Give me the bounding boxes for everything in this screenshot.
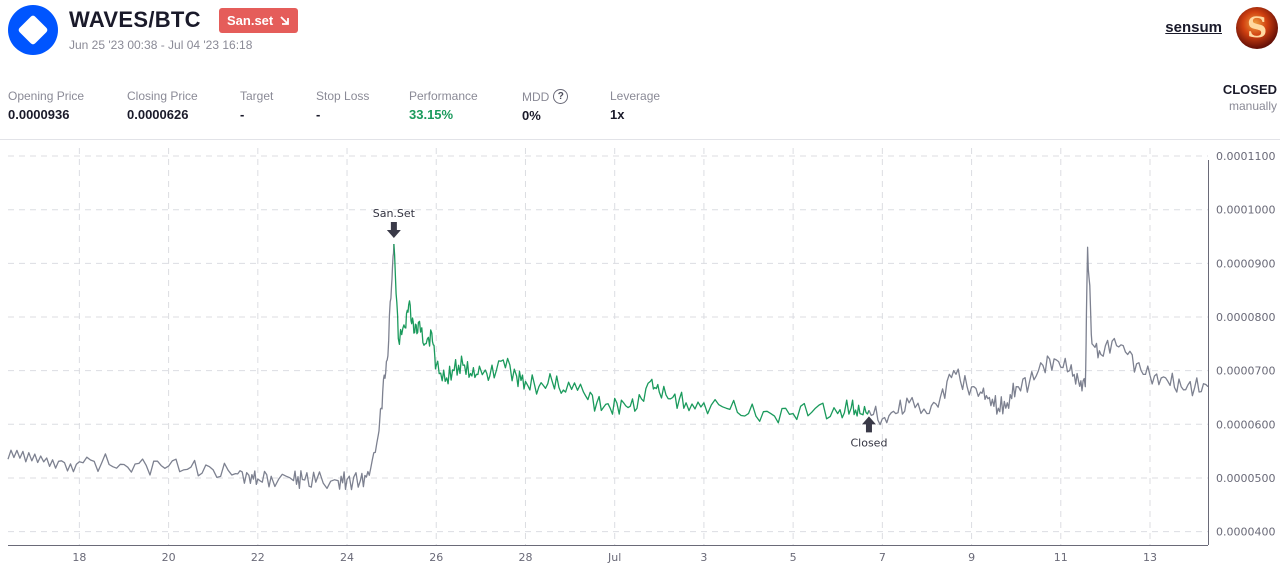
stat-opening-price: Opening Price 0.0000936 bbox=[8, 89, 84, 122]
x-tick-label: 11 bbox=[1054, 551, 1068, 564]
badge-label: San.set bbox=[227, 13, 274, 28]
stat-value: 0.0000936 bbox=[8, 107, 70, 122]
chart-markers: San.Set Closed bbox=[373, 207, 888, 449]
stat-label: MDD bbox=[522, 89, 550, 104]
username-link[interactable]: sensum bbox=[1165, 19, 1222, 36]
x-tick-label: 18 bbox=[72, 551, 86, 564]
x-tick-label: 22 bbox=[251, 551, 265, 564]
marker-label: Closed bbox=[850, 436, 887, 449]
pair-title: WAVES/BTC bbox=[69, 7, 201, 32]
stat-value: - bbox=[316, 107, 321, 122]
y-tick-label: 0.0000500 bbox=[1216, 472, 1276, 485]
y-tick-label: 0.0001100 bbox=[1216, 150, 1276, 163]
stat-label: Performance bbox=[409, 89, 478, 103]
stat-label: Stop Loss bbox=[316, 89, 370, 103]
arrow-down-right-icon bbox=[280, 16, 290, 25]
arrow-down-icon bbox=[386, 222, 401, 239]
signal-badge[interactable]: San.set bbox=[219, 8, 299, 33]
help-icon[interactable]: ? bbox=[553, 89, 569, 104]
chart-axes: 0.0000400 0.0000500 0.0000600 0.0000700 0.00… bbox=[8, 150, 1276, 564]
stat-value: - bbox=[240, 107, 245, 122]
stat-stop-loss: Stop Loss - bbox=[316, 89, 369, 122]
status-subtitle: manually bbox=[1228, 99, 1277, 113]
stat-target: Target - bbox=[240, 89, 273, 122]
stat-label: Closing Price bbox=[127, 89, 198, 103]
price-chart[interactable]: San.Set Closed 0.0000400 0.0000500 0.000060… bbox=[0, 140, 1280, 577]
stat-label: Opening Price bbox=[8, 89, 85, 103]
x-tick-label: 3 bbox=[700, 551, 707, 564]
x-tick-label: 9 bbox=[968, 551, 975, 564]
x-tick-label: 5 bbox=[790, 551, 797, 564]
y-tick-label: 0.0000900 bbox=[1216, 257, 1276, 270]
y-tick-label: 0.0000800 bbox=[1216, 311, 1276, 324]
divider bbox=[0, 139, 1280, 140]
price-series-0 bbox=[7, 243, 395, 491]
stat-performance: Performance 33.15% bbox=[409, 89, 478, 122]
x-tick-label: Jul bbox=[607, 551, 621, 564]
arrow-up-icon bbox=[861, 416, 876, 433]
stat-value: 0% bbox=[522, 108, 541, 123]
date-range: Jun 25 '23 00:38 - Jul 04 '23 16:18 bbox=[69, 38, 253, 52]
chart-grid bbox=[8, 148, 1208, 545]
stat-value: 0.0000626 bbox=[127, 107, 189, 122]
x-tick-label: 26 bbox=[429, 551, 443, 564]
x-tick-label: 20 bbox=[162, 551, 176, 564]
trade-status: CLOSED manually bbox=[1223, 82, 1277, 113]
chart-marker: Closed bbox=[850, 416, 887, 449]
y-tick-label: 0.0000600 bbox=[1216, 418, 1276, 431]
chart-marker: San.Set bbox=[373, 207, 416, 239]
stat-value: 33.15% bbox=[409, 107, 454, 122]
stat-label: Leverage bbox=[610, 89, 661, 103]
stat-mdd: MDD? 0% bbox=[522, 89, 569, 123]
price-series-2 bbox=[868, 246, 1209, 426]
chart-series bbox=[7, 243, 1209, 491]
stat-closing-price: Closing Price 0.0000626 bbox=[127, 89, 198, 122]
x-tick-label: 24 bbox=[340, 551, 354, 564]
price-series-1 bbox=[393, 243, 870, 424]
diamond-icon bbox=[17, 14, 49, 46]
avatar[interactable]: S bbox=[1236, 7, 1278, 49]
stat-label: Target bbox=[240, 89, 274, 103]
status-title: CLOSED bbox=[1222, 82, 1277, 97]
y-tick-label: 0.0000700 bbox=[1216, 365, 1276, 378]
stat-leverage: Leverage 1x bbox=[610, 89, 660, 122]
y-tick-label: 0.0000400 bbox=[1216, 526, 1276, 539]
marker-label: San.Set bbox=[373, 207, 416, 220]
stat-value: 1x bbox=[610, 107, 625, 122]
y-tick-label: 0.0001000 bbox=[1216, 204, 1276, 217]
x-tick-label: 13 bbox=[1143, 551, 1157, 564]
avatar-image: S bbox=[1247, 11, 1268, 44]
x-tick-label: 7 bbox=[879, 551, 886, 564]
waves-logo bbox=[8, 5, 58, 55]
x-tick-label: 28 bbox=[518, 551, 532, 564]
